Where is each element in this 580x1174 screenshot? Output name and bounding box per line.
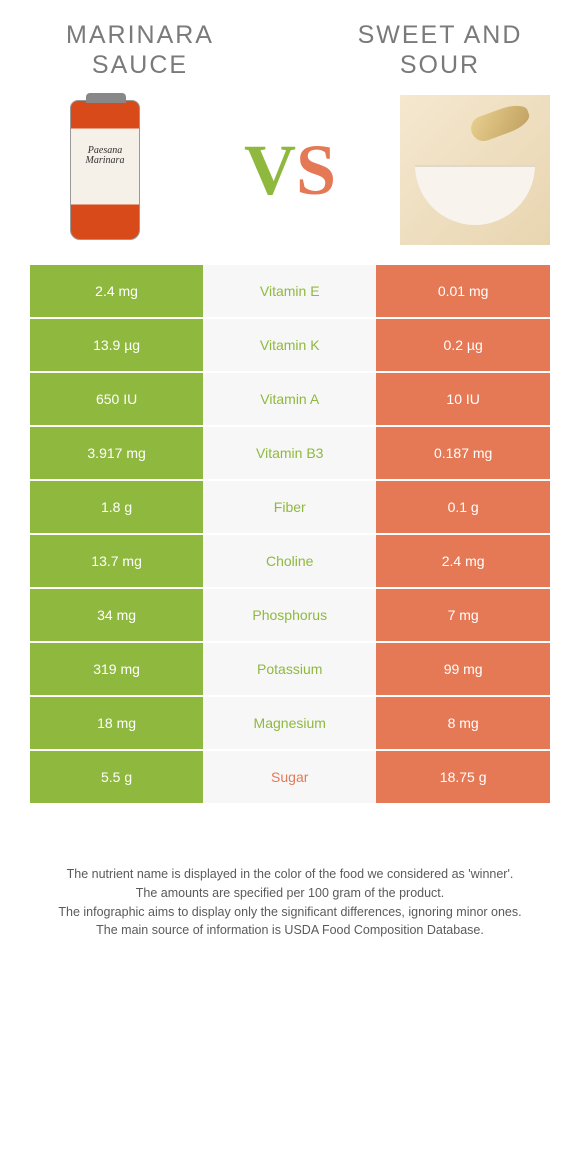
left-value-cell: 1.8 g [30,481,203,535]
left-value-cell: 13.9 µg [30,319,203,373]
table-row: 650 IUVitamin A10 IU [30,373,550,427]
nutrient-name-cell: Choline [203,535,376,589]
footer-line-2: The amounts are specified per 100 gram o… [30,884,550,903]
nutrient-name-cell: Vitamin B3 [203,427,376,481]
right-value-cell: 2.4 mg [376,535,550,589]
nutrient-name-cell: Fiber [203,481,376,535]
table-row: 13.7 mgCholine2.4 mg [30,535,550,589]
vs-label: VS [244,129,336,212]
footer-notes: The nutrient name is displayed in the co… [30,865,550,940]
left-value-cell: 650 IU [30,373,203,427]
right-value-cell: 18.75 g [376,751,550,805]
table-row: 319 mgPotassium99 mg [30,643,550,697]
right-food-image [400,95,550,245]
left-value-cell: 18 mg [30,697,203,751]
left-value-cell: 34 mg [30,589,203,643]
nutrient-name-cell: Sugar [203,751,376,805]
right-food-title: SWEET ANDSOUR [330,20,550,80]
footer-line-4: The main source of information is USDA F… [30,921,550,940]
nutrient-name-cell: Vitamin E [203,265,376,319]
nutrient-name-cell: Vitamin A [203,373,376,427]
table-row: 18 mgMagnesium8 mg [30,697,550,751]
table-row: 13.9 µgVitamin K0.2 µg [30,319,550,373]
right-value-cell: 10 IU [376,373,550,427]
images-row: PaesanaMarinara VS [30,95,550,245]
right-value-cell: 8 mg [376,697,550,751]
nutrient-name-cell: Phosphorus [203,589,376,643]
bowl-icon [400,95,550,245]
vs-s-letter: S [296,130,336,210]
table-row: 2.4 mgVitamin E0.01 mg [30,265,550,319]
nutrient-table: 2.4 mgVitamin E0.01 mg13.9 µgVitamin K0.… [30,265,550,805]
left-food-title: MARINARASAUCE [30,20,250,80]
right-value-cell: 0.01 mg [376,265,550,319]
table-row: 5.5 gSugar18.75 g [30,751,550,805]
table-row: 1.8 gFiber0.1 g [30,481,550,535]
left-value-cell: 3.917 mg [30,427,203,481]
jar-icon: PaesanaMarinara [70,100,140,240]
table-row: 34 mgPhosphorus7 mg [30,589,550,643]
header-titles: MARINARASAUCE SWEET ANDSOUR [30,20,550,80]
left-value-cell: 2.4 mg [30,265,203,319]
left-food-image: PaesanaMarinara [30,95,180,245]
right-value-cell: 0.2 µg [376,319,550,373]
right-value-cell: 7 mg [376,589,550,643]
vs-v-letter: V [244,130,296,210]
right-value-cell: 99 mg [376,643,550,697]
footer-line-3: The infographic aims to display only the… [30,903,550,922]
table-row: 3.917 mgVitamin B30.187 mg [30,427,550,481]
right-value-cell: 0.1 g [376,481,550,535]
right-value-cell: 0.187 mg [376,427,550,481]
left-value-cell: 319 mg [30,643,203,697]
left-value-cell: 13.7 mg [30,535,203,589]
nutrient-name-cell: Potassium [203,643,376,697]
left-value-cell: 5.5 g [30,751,203,805]
nutrient-name-cell: Vitamin K [203,319,376,373]
nutrient-name-cell: Magnesium [203,697,376,751]
footer-line-1: The nutrient name is displayed in the co… [30,865,550,884]
jar-label: PaesanaMarinara [71,146,139,166]
